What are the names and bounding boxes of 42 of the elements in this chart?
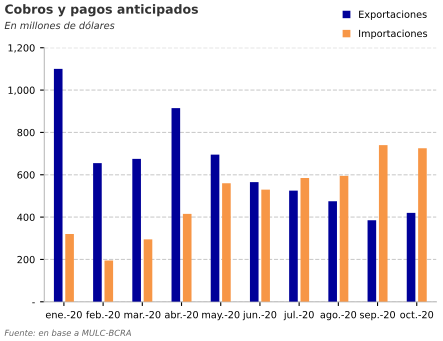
y-tick-label: 1,200: [8, 44, 35, 53]
bar: [54, 68, 63, 302]
y-tick-label: 200: [17, 256, 35, 264]
x-tick-label: jun.-20: [242, 310, 276, 320]
bar: [261, 190, 270, 302]
bar: [144, 239, 152, 302]
bar: [340, 176, 348, 302]
bar: [222, 183, 231, 302]
bar: [210, 154, 220, 302]
y-tick-label: 800: [17, 128, 35, 136]
x-tick-label: jul.-20: [284, 310, 314, 320]
bar: [378, 145, 388, 302]
y-tick-label: 600: [17, 171, 35, 179]
y-tick-label: -: [32, 302, 35, 304]
x-tick-label: feb.-20: [86, 310, 120, 318]
x-tick-label: sep.-20: [360, 310, 395, 320]
x-tick-label: ene.-20: [46, 310, 82, 318]
bar: [289, 190, 298, 302]
chart-title: Cobros y pagos anticipados: [5, 4, 198, 16]
bar: [172, 108, 180, 302]
x-tick-label: oct.-20: [400, 310, 434, 318]
bar: [300, 178, 310, 302]
legend-label: Importaciones: [359, 30, 428, 39]
y-tick-label: 400: [17, 214, 35, 221]
bar: [65, 234, 74, 302]
bar: [418, 148, 427, 302]
chart-subtitle: En millones de dólares: [4, 21, 115, 30]
legend-label: Exportaciones: [359, 10, 427, 20]
bar: [93, 163, 102, 302]
bar: [406, 212, 416, 302]
x-tick-label: ago.-20: [320, 310, 356, 320]
source-note: Fuente: en base a MULC-BCRA: [4, 330, 131, 336]
x-tick-label: mar.-20: [124, 310, 160, 318]
bar: [250, 182, 259, 302]
x-tick-label: may.-20: [202, 310, 240, 320]
bar: [328, 201, 337, 302]
bar: [368, 220, 376, 302]
x-tick-label: abr.-20: [165, 310, 198, 318]
bar: [182, 214, 192, 302]
bar: [132, 158, 141, 302]
y-tick-label: 1,000: [8, 86, 35, 95]
bar: [104, 260, 114, 302]
